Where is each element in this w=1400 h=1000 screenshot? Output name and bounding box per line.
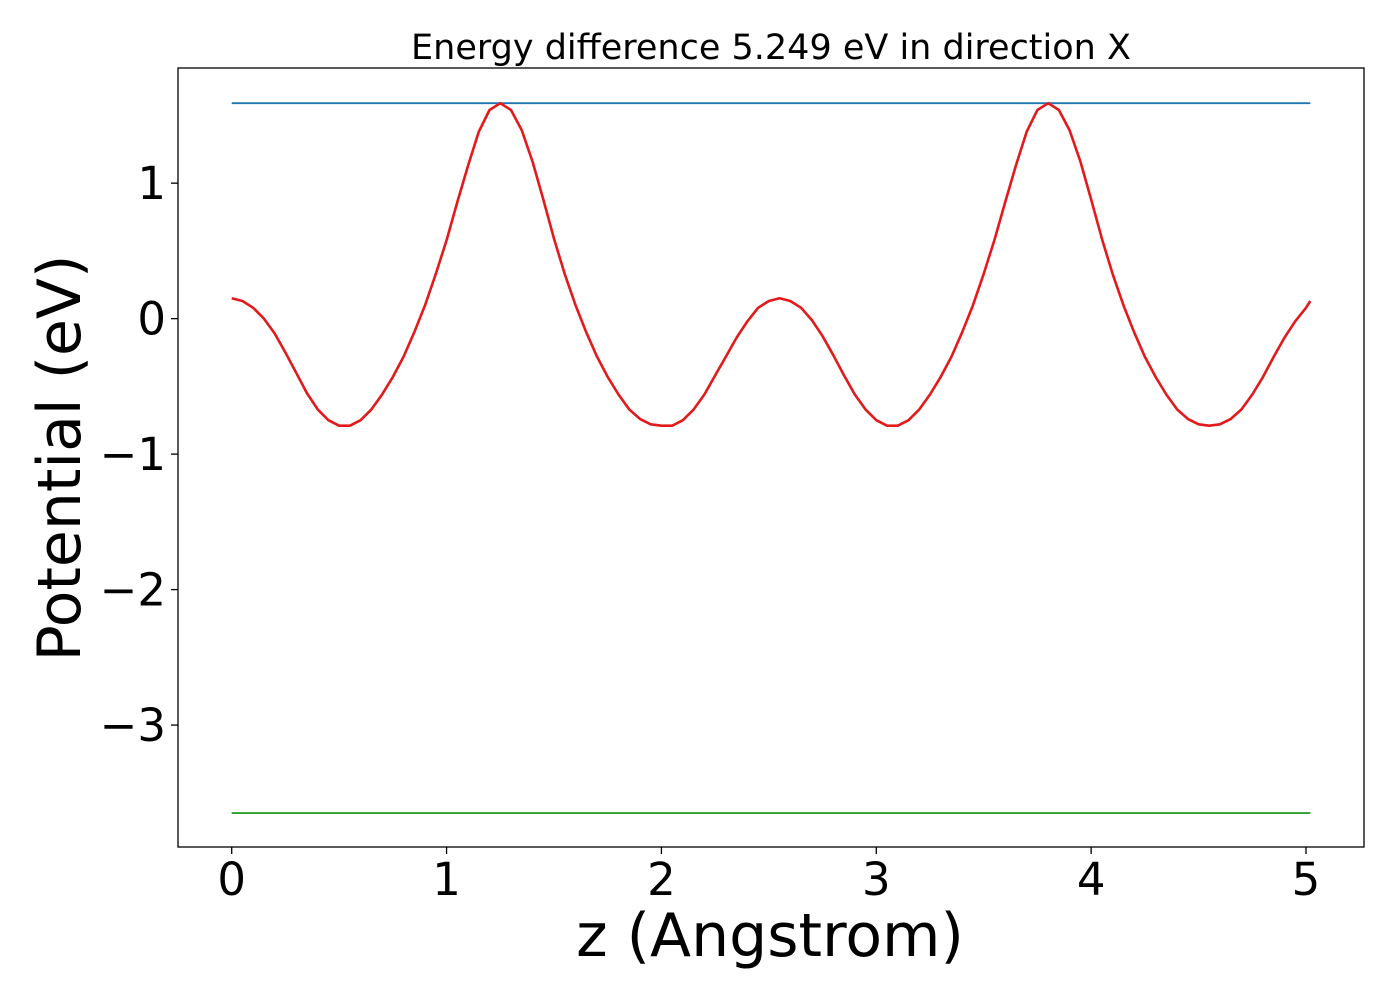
x-axis: 0 1 2 3 4 5 bbox=[217, 847, 1320, 906]
y-tick-label: −3 bbox=[100, 699, 166, 752]
x-tick-label: 5 bbox=[1292, 853, 1321, 906]
plot-area bbox=[231, 101, 1312, 815]
x-axis-label: z (Angstrom) bbox=[576, 901, 964, 971]
x-tick-label: 4 bbox=[1077, 853, 1106, 906]
y-axis-label: Potential (eV) bbox=[25, 255, 95, 662]
x-tick-label: 0 bbox=[217, 853, 246, 906]
x-tick-label: 1 bbox=[432, 853, 461, 906]
y-axis: 1 0 −1 −2 −3 bbox=[100, 157, 178, 752]
y-tick-label: −2 bbox=[100, 564, 166, 617]
series-line-3 bbox=[231, 101, 1312, 428]
chart-title: Energy difference 5.249 eV in direction … bbox=[411, 28, 1131, 68]
x-tick-label: 3 bbox=[862, 853, 891, 906]
axes-frame bbox=[177, 67, 1365, 848]
y-tick-label: 0 bbox=[137, 293, 166, 346]
y-tick-label: −1 bbox=[100, 428, 166, 481]
x-tick-label: 2 bbox=[647, 853, 676, 906]
y-tick-label: 1 bbox=[137, 157, 166, 210]
